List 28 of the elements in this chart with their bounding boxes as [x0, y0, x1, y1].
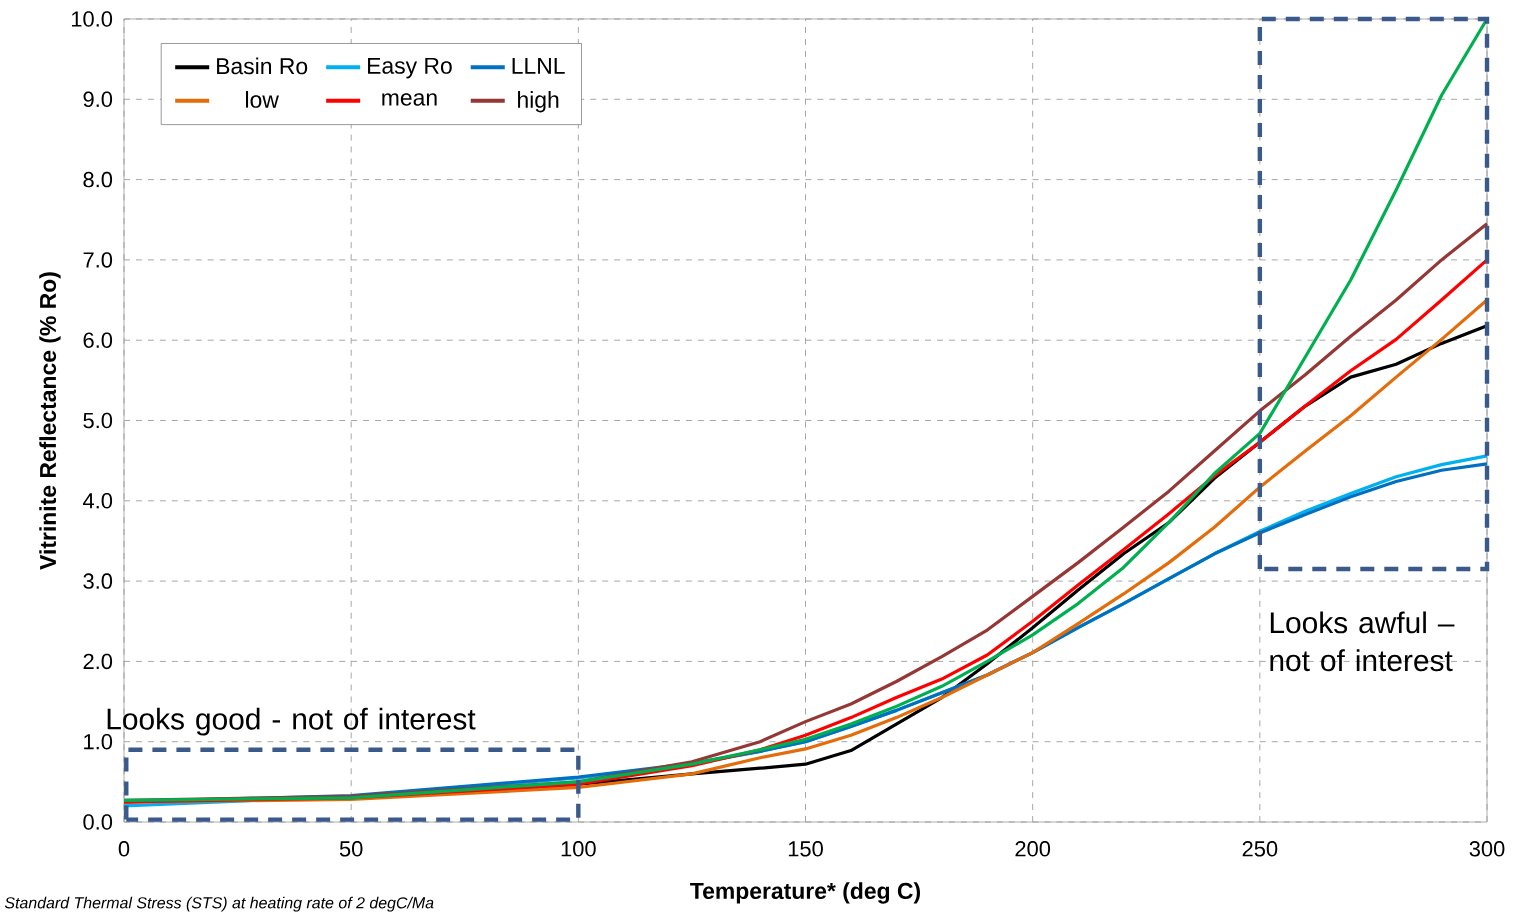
x-tick-label: 100 — [561, 841, 596, 857]
legend-label: mean — [382, 93, 437, 106]
y-tick-label: 2.0 — [83, 653, 113, 670]
legend-label: Basin Ro — [217, 57, 308, 75]
y-tick-label: 6.0 — [83, 332, 113, 348]
legend-label: Easy Ro — [368, 57, 452, 79]
x-axis-title: Temperature* (deg C) — [690, 882, 920, 904]
y-tick-label: 4.0 — [82, 493, 113, 509]
y-tick-label: 0.0 — [83, 814, 113, 830]
y-tick-label: 1.0 — [84, 733, 113, 750]
x-tick-label: 300 — [1469, 841, 1505, 857]
y-tick-label: 9.0 — [83, 91, 113, 108]
annotation: Looks awful – not of interest — [1270, 611, 1455, 672]
y-tick-label: 3.0 — [83, 573, 113, 589]
y-tick-label: 5.0 — [83, 412, 113, 429]
x-tick-label: 50 — [339, 841, 363, 857]
y-tick-label: 10.0 — [71, 11, 113, 27]
y-tick-label: 7.0 — [83, 252, 113, 268]
legend-label: LLNL — [512, 57, 565, 74]
y-axis-title: Vitrinite Reflectance (% Ro) — [39, 272, 61, 570]
x-tick-label: 150 — [788, 841, 823, 857]
legend-label: low — [246, 91, 279, 108]
legend-label: high — [518, 91, 559, 113]
x-tick-label: 200 — [1015, 841, 1051, 857]
text: Standard Thermal Stress (STS) at heating rate of 2 degC/Ma — [4, 896, 434, 912]
x-tick-label: 250 — [1242, 841, 1278, 857]
y-tick-label: 8.0 — [83, 171, 113, 188]
x-tick-label: 0 — [118, 841, 130, 857]
